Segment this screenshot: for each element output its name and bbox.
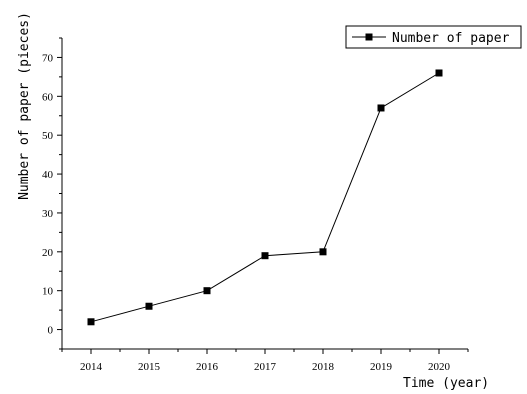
x-tick-label: 2016	[196, 361, 219, 373]
x-tick-label: 2014	[80, 361, 103, 373]
y-tick-label: 40	[42, 169, 54, 181]
x-tick-label: 2020	[428, 361, 451, 373]
y-tick-label: 0	[48, 325, 54, 337]
y-tick-label: 60	[42, 91, 54, 103]
x-tick-label: 2017	[254, 361, 277, 373]
y-tick-label: 30	[42, 208, 54, 220]
data-point-marker	[203, 287, 211, 295]
legend-marker-symbol	[365, 33, 373, 41]
series-group	[87, 69, 443, 326]
x-tick-label: 2019	[370, 361, 393, 373]
x-tick-label: 2018	[312, 361, 335, 373]
y-tick-label: 20	[42, 247, 54, 259]
legend-label: Number of paper	[392, 31, 510, 46]
series-line	[90, 72, 440, 323]
y-tick-label: 70	[42, 52, 54, 64]
data-point-marker	[377, 104, 385, 112]
legend: Number of paper	[345, 25, 522, 49]
y-tick-label: 50	[42, 130, 54, 142]
x-tick-label: 2015	[138, 361, 161, 373]
data-point-marker	[261, 252, 269, 260]
ticks: 0 10 20 30 40 50 60 70 2014 2015 2016 2017 2018 2019 2…	[42, 37, 469, 373]
y-axis-title: Number of paper (pieces)	[17, 12, 32, 200]
y-tick-label: 10	[42, 286, 54, 298]
data-point-marker	[435, 69, 443, 77]
data-point-marker	[87, 318, 95, 326]
data-point-marker	[319, 248, 327, 256]
data-point-marker	[145, 302, 153, 310]
legend-box	[345, 25, 522, 49]
axes	[61, 38, 468, 350]
x-axis-title: Time (year)	[403, 376, 489, 391]
